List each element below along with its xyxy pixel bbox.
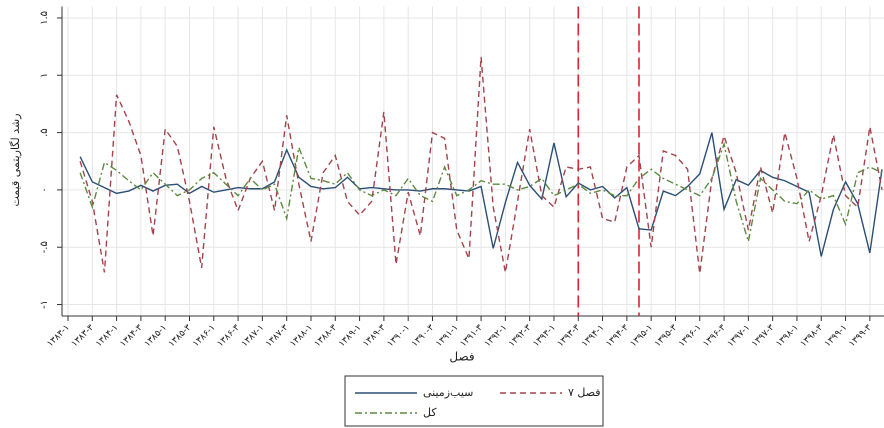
x-tick-label: ۱۳۹۵-۱ — [629, 323, 655, 349]
x-tick-label: ۱۳۹۲-۱ — [483, 323, 509, 349]
x-tick-label: ۱۳۹۷-۱ — [726, 323, 752, 349]
x-tick-label: ۱۳۹۶-۳ — [701, 323, 728, 350]
x-tick-label: ۱۳۸۴-۱ — [94, 323, 120, 349]
x-tick-label: ۱۳۸۷-۱ — [240, 323, 266, 349]
legend-label: سیب‌زمینی — [423, 386, 473, 399]
x-tick-label: ۱۳۹۹-۳ — [847, 323, 874, 350]
series-line — [79, 141, 883, 242]
y-tick-label: ۱.۵ — [39, 11, 50, 25]
x-tick-label: ۱۳۹۰-۱ — [386, 323, 412, 349]
x-tick-label: ۱۳۹۲-۳ — [507, 323, 534, 350]
y-tick-label: ۱ — [39, 73, 50, 78]
legend-label: کل — [423, 406, 437, 419]
x-tick-label: ۱۳۹۵-۳ — [653, 323, 680, 350]
legend-box — [344, 375, 604, 427]
x-tick-label: ۱۳۸۸-۱ — [288, 323, 314, 349]
x-tick-label: ۱۳۸۶-۱ — [191, 323, 217, 349]
x-tick-label: ۱۳۹۱-۱ — [434, 323, 460, 349]
x-tick-label: ۱۳۹۹-۱ — [823, 323, 849, 349]
x-tick-label: ۱۳۹۳-۱ — [531, 323, 557, 349]
series-line — [79, 132, 883, 257]
x-tick-label: ۱۳۸۴-۳ — [118, 323, 145, 350]
y-tick-label: -۱ — [39, 300, 50, 309]
x-tick-label: ۱۳۹۴-۳ — [604, 323, 631, 350]
x-tick-label: ۱۳۸۹-۳ — [361, 323, 388, 350]
x-tick-label: ۱۳۹۸-۳ — [799, 323, 826, 350]
x-tick-label: ۱۳۹۳-۳ — [556, 323, 583, 350]
x-tick-label: ۱۳۹۸-۱ — [774, 323, 800, 349]
y-tick-label: ۰ — [39, 187, 50, 192]
series-line — [79, 56, 883, 274]
x-tick-label: ۱۳۸۵-۳ — [167, 323, 194, 350]
x-tick-label: ۱۳۸۵-۱ — [143, 323, 169, 349]
y-tick-label: .۵ — [39, 128, 50, 137]
y-tick-label: -.۵ — [39, 241, 50, 253]
y-axis-label: رشد لگاریتمی قیمت — [9, 113, 22, 206]
x-tick-label: ۱۳۸۹-۱ — [337, 323, 363, 349]
x-tick-label: ۱۳۸۳-۱ — [45, 323, 71, 349]
x-tick-label: ۱۳۸۳-۳ — [70, 323, 97, 350]
x-tick-label: ۱۳۸۸-۳ — [313, 323, 340, 350]
x-tick-label: ۱۳۸۷-۳ — [264, 323, 291, 350]
x-tick-label: ۱۳۹۷-۳ — [750, 323, 777, 350]
x-tick-label: ۱۳۹۶-۱ — [677, 323, 703, 349]
legend-label: فصل ۷ — [568, 386, 601, 399]
x-tick-label: ۱۳۸۶-۳ — [216, 323, 243, 350]
x-tick-label: ۱۳۹۴-۱ — [580, 323, 606, 349]
x-tick-label: ۱۳۹۰-۳ — [410, 323, 437, 350]
x-tick-label: ۱۳۹۱-۳ — [459, 323, 486, 350]
x-axis-label: فصل — [449, 350, 474, 364]
